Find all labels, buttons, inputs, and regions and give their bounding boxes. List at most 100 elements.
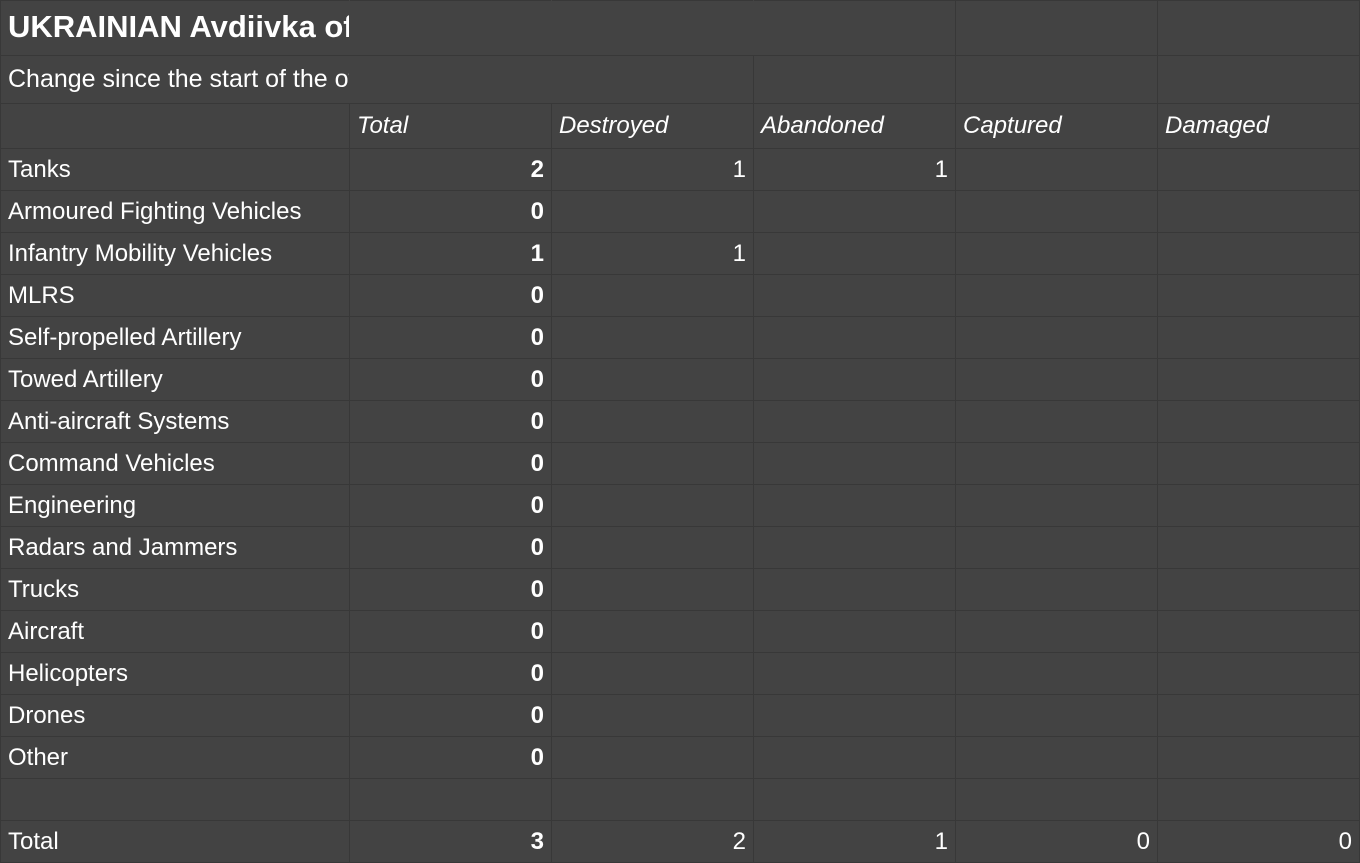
row-destroyed-cell[interactable] — [551, 736, 754, 779]
row-total-cell[interactable]: 0 — [349, 652, 552, 695]
row-category-cell[interactable]: Trucks — [0, 568, 350, 611]
column-header-damaged[interactable]: Damaged — [1157, 103, 1360, 149]
row-destroyed-cell[interactable] — [551, 190, 754, 233]
totals-total-cell[interactable]: 3 — [349, 820, 552, 863]
row-captured-cell[interactable] — [955, 400, 1158, 443]
row-destroyed-cell[interactable] — [551, 610, 754, 653]
empty-cell[interactable] — [955, 55, 1158, 104]
column-header-total[interactable]: Total — [349, 103, 552, 149]
row-category-cell[interactable]: Drones — [0, 694, 350, 737]
empty-cell[interactable] — [955, 778, 1158, 821]
row-destroyed-cell[interactable] — [551, 568, 754, 611]
row-total-cell[interactable]: 0 — [349, 316, 552, 359]
row-damaged-cell[interactable] — [1157, 610, 1360, 653]
column-header-destroyed[interactable]: Destroyed — [551, 103, 754, 149]
totals-label-cell[interactable]: Total — [0, 820, 350, 863]
row-captured-cell[interactable] — [955, 190, 1158, 233]
row-category-cell[interactable]: Other — [0, 736, 350, 779]
row-category-cell[interactable]: MLRS — [0, 274, 350, 317]
row-category-cell[interactable]: Anti-aircraft Systems — [0, 400, 350, 443]
column-header-captured[interactable]: Captured — [955, 103, 1158, 149]
row-damaged-cell[interactable] — [1157, 526, 1360, 569]
empty-cell[interactable] — [753, 55, 956, 104]
subtitle-cell[interactable]: Change since the start of the offensive … — [0, 55, 350, 104]
row-abandoned-cell[interactable] — [753, 526, 956, 569]
row-destroyed-cell[interactable] — [551, 442, 754, 485]
row-total-cell[interactable]: 0 — [349, 610, 552, 653]
row-abandoned-cell[interactable] — [753, 652, 956, 695]
row-total-cell[interactable]: 0 — [349, 694, 552, 737]
row-captured-cell[interactable] — [955, 526, 1158, 569]
row-damaged-cell[interactable] — [1157, 442, 1360, 485]
title-cell[interactable]: UKRAINIAN Avdiivka offensive losses as o… — [0, 0, 350, 56]
row-total-cell[interactable]: 0 — [349, 358, 552, 401]
empty-cell[interactable] — [753, 778, 956, 821]
row-captured-cell[interactable] — [955, 736, 1158, 779]
row-abandoned-cell[interactable] — [753, 484, 956, 527]
row-damaged-cell[interactable] — [1157, 232, 1360, 275]
row-captured-cell[interactable] — [955, 358, 1158, 401]
empty-cell[interactable] — [0, 778, 350, 821]
row-captured-cell[interactable] — [955, 148, 1158, 191]
empty-cell[interactable] — [1157, 778, 1360, 821]
totals-abandoned-cell[interactable]: 1 — [753, 820, 956, 863]
row-damaged-cell[interactable] — [1157, 694, 1360, 737]
row-abandoned-cell[interactable] — [753, 694, 956, 737]
row-abandoned-cell[interactable] — [753, 610, 956, 653]
row-captured-cell[interactable] — [955, 274, 1158, 317]
row-damaged-cell[interactable] — [1157, 652, 1360, 695]
row-abandoned-cell[interactable] — [753, 358, 956, 401]
row-total-cell[interactable]: 0 — [349, 442, 552, 485]
row-captured-cell[interactable] — [955, 610, 1158, 653]
row-category-cell[interactable]: Engineering — [0, 484, 350, 527]
empty-cell[interactable] — [349, 55, 552, 104]
row-destroyed-cell[interactable]: 1 — [551, 148, 754, 191]
empty-cell[interactable] — [551, 0, 754, 56]
row-captured-cell[interactable] — [955, 442, 1158, 485]
row-destroyed-cell[interactable] — [551, 652, 754, 695]
row-total-cell[interactable]: 0 — [349, 274, 552, 317]
row-destroyed-cell[interactable] — [551, 274, 754, 317]
row-category-cell[interactable]: Radars and Jammers — [0, 526, 350, 569]
row-category-cell[interactable]: Helicopters — [0, 652, 350, 695]
row-destroyed-cell[interactable]: 1 — [551, 232, 754, 275]
column-header-abandoned[interactable]: Abandoned — [753, 103, 956, 149]
row-abandoned-cell[interactable]: 1 — [753, 148, 956, 191]
empty-cell[interactable] — [753, 0, 956, 56]
row-category-cell[interactable]: Command Vehicles — [0, 442, 350, 485]
row-category-cell[interactable]: Aircraft — [0, 610, 350, 653]
row-destroyed-cell[interactable] — [551, 316, 754, 359]
row-total-cell[interactable]: 0 — [349, 190, 552, 233]
row-damaged-cell[interactable] — [1157, 316, 1360, 359]
row-total-cell[interactable]: 0 — [349, 568, 552, 611]
row-destroyed-cell[interactable] — [551, 358, 754, 401]
row-damaged-cell[interactable] — [1157, 358, 1360, 401]
row-category-cell[interactable]: Self-propelled Artillery — [0, 316, 350, 359]
empty-cell[interactable] — [955, 0, 1158, 56]
row-abandoned-cell[interactable] — [753, 400, 956, 443]
row-category-cell[interactable]: Armoured Fighting Vehicles — [0, 190, 350, 233]
row-damaged-cell[interactable] — [1157, 190, 1360, 233]
row-abandoned-cell[interactable] — [753, 568, 956, 611]
row-damaged-cell[interactable] — [1157, 148, 1360, 191]
row-abandoned-cell[interactable] — [753, 316, 956, 359]
row-captured-cell[interactable] — [955, 232, 1158, 275]
row-total-cell[interactable]: 1 — [349, 232, 552, 275]
row-damaged-cell[interactable] — [1157, 568, 1360, 611]
row-total-cell[interactable]: 2 — [349, 148, 552, 191]
empty-cell[interactable] — [349, 0, 552, 56]
row-category-cell[interactable]: Infantry Mobility Vehicles — [0, 232, 350, 275]
empty-cell[interactable] — [1157, 55, 1360, 104]
row-destroyed-cell[interactable] — [551, 484, 754, 527]
row-abandoned-cell[interactable] — [753, 274, 956, 317]
empty-cell[interactable] — [0, 103, 350, 149]
row-captured-cell[interactable] — [955, 316, 1158, 359]
row-captured-cell[interactable] — [955, 484, 1158, 527]
row-damaged-cell[interactable] — [1157, 484, 1360, 527]
row-category-cell[interactable]: Towed Artillery — [0, 358, 350, 401]
row-abandoned-cell[interactable] — [753, 190, 956, 233]
totals-destroyed-cell[interactable]: 2 — [551, 820, 754, 863]
row-captured-cell[interactable] — [955, 652, 1158, 695]
empty-cell[interactable] — [551, 778, 754, 821]
row-abandoned-cell[interactable] — [753, 442, 956, 485]
